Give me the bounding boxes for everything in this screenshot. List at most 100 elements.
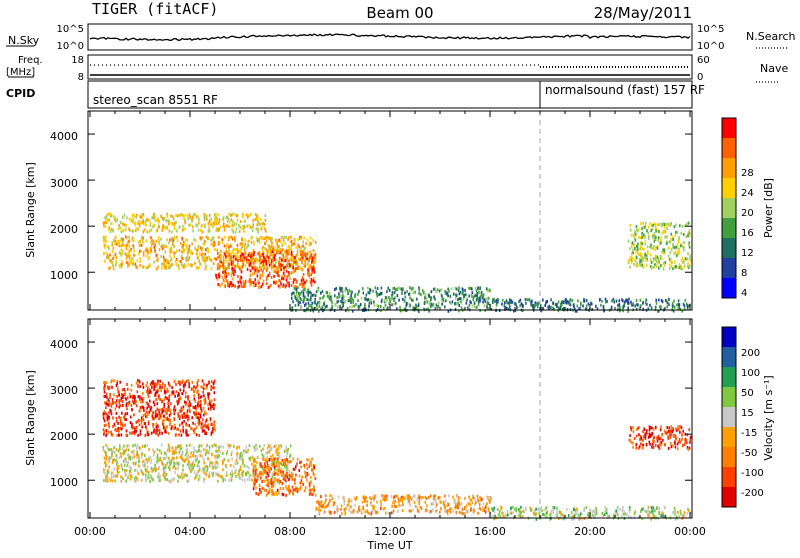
echo-cell bbox=[514, 302, 516, 305]
echo-cell bbox=[305, 254, 307, 257]
echo-cell bbox=[367, 287, 369, 290]
echo-cell bbox=[217, 267, 219, 270]
colorbar-swatch bbox=[722, 158, 736, 179]
echo-cell bbox=[466, 298, 468, 301]
echo-cell bbox=[184, 416, 186, 419]
echo-cell bbox=[244, 449, 246, 452]
echo-cell bbox=[112, 264, 114, 267]
echo-cell bbox=[108, 256, 110, 259]
echo-cell bbox=[393, 299, 395, 302]
echo-cell bbox=[573, 305, 575, 308]
echo-cell bbox=[537, 304, 539, 307]
power-colorbar-label: Power [dB] bbox=[762, 178, 775, 238]
echo-cell bbox=[185, 244, 187, 247]
echo-cell bbox=[223, 222, 225, 225]
echo-cell bbox=[140, 406, 142, 409]
echo-cell bbox=[304, 288, 306, 291]
echo-cell bbox=[266, 263, 268, 266]
echo-cell bbox=[366, 504, 368, 507]
echo-cell bbox=[194, 464, 196, 467]
echo-cell bbox=[392, 287, 394, 290]
echo-cell bbox=[192, 381, 194, 384]
echo-cell bbox=[409, 509, 411, 512]
echo-cell bbox=[301, 279, 303, 282]
echo-cell bbox=[205, 262, 207, 265]
echo-cell bbox=[129, 456, 131, 459]
echo-cell bbox=[237, 259, 239, 262]
echo-cell bbox=[540, 506, 542, 509]
echo-cell bbox=[222, 262, 224, 265]
echo-cell bbox=[175, 383, 177, 386]
echo-cell bbox=[155, 383, 157, 386]
echo-cell bbox=[281, 264, 283, 267]
echo-cell bbox=[312, 468, 314, 471]
echo-cell bbox=[643, 248, 645, 251]
echo-cell bbox=[182, 476, 184, 479]
echo-cell bbox=[142, 418, 144, 421]
echo-cell bbox=[255, 480, 257, 483]
echo-cell bbox=[283, 283, 285, 286]
echo-cell bbox=[146, 469, 148, 472]
echo-cell bbox=[145, 479, 147, 482]
echo-cell bbox=[386, 299, 388, 302]
echo-cell bbox=[288, 274, 290, 277]
echo-cell bbox=[126, 216, 128, 219]
echo-cell bbox=[246, 261, 248, 264]
echo-cell bbox=[134, 479, 136, 482]
echo-cell bbox=[555, 303, 557, 306]
echo-cell bbox=[642, 302, 644, 305]
echo-cell bbox=[277, 461, 279, 464]
echo-cell bbox=[344, 513, 346, 516]
echo-cell bbox=[127, 464, 129, 467]
echo-cell bbox=[127, 477, 129, 480]
echo-cell bbox=[351, 499, 353, 502]
echo-cell bbox=[373, 301, 375, 304]
echo-cell bbox=[143, 213, 145, 216]
echo-cell bbox=[222, 446, 224, 449]
echo-cell bbox=[189, 213, 191, 216]
echo-cell bbox=[314, 301, 316, 304]
echo-cell bbox=[372, 290, 374, 293]
echo-cell bbox=[384, 299, 386, 302]
echo-cell bbox=[144, 413, 146, 416]
echo-cell bbox=[459, 511, 461, 514]
echo-cell bbox=[227, 261, 229, 264]
echo-cell bbox=[674, 306, 676, 309]
echo-cell bbox=[125, 229, 127, 232]
echo-cell bbox=[163, 409, 165, 412]
echo-cell bbox=[359, 509, 361, 512]
echo-cell bbox=[111, 474, 113, 477]
echo-cell bbox=[257, 259, 259, 262]
echo-cell bbox=[348, 299, 350, 302]
echo-cell bbox=[174, 418, 176, 421]
echo-cell bbox=[310, 476, 312, 479]
echo-cell bbox=[231, 285, 233, 288]
echo-cell bbox=[217, 461, 219, 464]
echo-cell bbox=[165, 267, 167, 270]
echo-cell bbox=[283, 471, 285, 474]
echo-cell bbox=[211, 432, 213, 435]
echo-cell bbox=[193, 238, 195, 241]
echo-cell bbox=[105, 424, 107, 427]
echo-cell bbox=[552, 511, 554, 514]
echo-cell bbox=[177, 462, 179, 465]
echo-cell bbox=[412, 287, 414, 290]
echo-cell bbox=[309, 251, 311, 254]
echo-cell bbox=[273, 275, 275, 278]
echo-cell bbox=[264, 444, 266, 447]
echo-cell bbox=[217, 256, 219, 259]
echo-cell bbox=[262, 448, 264, 451]
echo-cell bbox=[398, 501, 400, 504]
echo-cell bbox=[683, 303, 685, 306]
echo-cell bbox=[668, 303, 670, 306]
echo-cell bbox=[428, 295, 430, 298]
echo-cell bbox=[238, 224, 240, 227]
echo-cell bbox=[126, 469, 128, 472]
echo-cell bbox=[154, 249, 156, 252]
echo-cell bbox=[115, 220, 117, 223]
echo-cell bbox=[253, 268, 255, 271]
echo-cell bbox=[197, 403, 199, 406]
echo-cell bbox=[183, 251, 185, 254]
echo-cell bbox=[133, 413, 135, 416]
echo-cell bbox=[121, 427, 123, 430]
